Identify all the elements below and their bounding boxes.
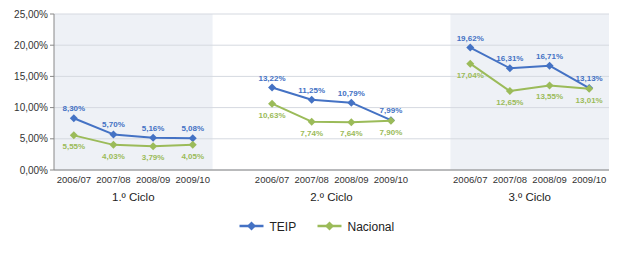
x-tick-label: 2009/10 [176, 174, 210, 185]
point-marker [70, 131, 78, 139]
y-tick [50, 76, 54, 77]
y-axis: 0,00% 5,00% 10,00% 15,00% 20,00% 25,00% [14, 9, 609, 176]
point-marker [149, 142, 157, 150]
point-marker [109, 141, 117, 149]
group-label: 2.º Ciclo [310, 191, 353, 203]
data-label: 16,71% [536, 52, 563, 61]
x-tick-label: 2006/07 [453, 174, 487, 185]
data-label: 13,55% [536, 92, 563, 101]
x-tick-label: 2007/08 [96, 174, 130, 185]
data-label: 19,62% [457, 34, 484, 43]
point-marker [387, 116, 395, 124]
point-marker [347, 99, 355, 107]
point-marker [466, 60, 474, 68]
y-tick [50, 170, 54, 171]
data-label: 7,74% [300, 129, 323, 138]
group-backgrounds [54, 14, 609, 170]
data-label: 4,03% [102, 152, 125, 161]
point-marker [347, 118, 355, 126]
x-tick-label: 2006/07 [57, 174, 91, 185]
x-axis-line [54, 170, 609, 171]
x-tick-label: 2007/08 [295, 174, 329, 185]
legend-marker [247, 222, 256, 231]
point-marker [506, 87, 514, 95]
y-tick [50, 45, 54, 46]
legend-marker [325, 222, 334, 231]
grid-line [54, 45, 609, 46]
data-label: 7,90% [380, 128, 403, 137]
point-marker [109, 130, 117, 138]
point-marker [506, 64, 514, 72]
data-label: 5,08% [181, 124, 204, 133]
y-tick-label: 5,00% [20, 133, 48, 144]
chart: 0,00% 5,00% 10,00% 15,00% 20,00% 25,00% 2006/0… [0, 0, 619, 267]
point-marker [546, 81, 554, 89]
y-axis-line [54, 14, 55, 170]
x-tick-label: 2008/09 [334, 174, 368, 185]
series-line [74, 64, 589, 147]
point-marker [149, 134, 157, 142]
data-label: 3,79% [142, 153, 165, 162]
group-label: 1.º Ciclo [112, 191, 155, 203]
data-label: 4,05% [181, 152, 204, 161]
legend-label: TEIP [270, 220, 297, 234]
plot-area [70, 44, 593, 151]
group-background [450, 14, 609, 170]
y-tick-label: 0,00% [20, 165, 48, 176]
data-label: 17,04% [457, 71, 484, 80]
y-tick-label: 10,00% [14, 102, 48, 113]
x-tick-label: 2006/07 [255, 174, 289, 185]
data-label: 13,22% [258, 74, 285, 83]
legend-label: Nacional [348, 220, 395, 234]
series-line [74, 48, 589, 139]
data-label: 8,30% [62, 104, 85, 113]
point-marker [546, 62, 554, 70]
data-label: 5,55% [62, 142, 85, 151]
grid-line [54, 14, 609, 15]
x-tick-label: 2007/08 [493, 174, 527, 185]
point-marker [268, 100, 276, 108]
data-label: 13,13% [576, 74, 603, 83]
x-tick-label: 2009/10 [374, 174, 408, 185]
data-label: 16,31% [496, 54, 523, 63]
data-label: 10,79% [338, 89, 365, 98]
y-tick-label: 25,00% [14, 9, 48, 20]
point-marker [70, 114, 78, 122]
data-label: 5,70% [102, 120, 125, 129]
x-tick-label: 2008/09 [532, 174, 566, 185]
point-marker [585, 84, 593, 92]
data-label: 7,64% [340, 129, 363, 138]
y-tick-label: 20,00% [14, 40, 48, 51]
x-tick-label: 2009/10 [572, 174, 606, 185]
point-marker [585, 85, 593, 93]
point-marker [189, 141, 197, 149]
data-label: 11,25% [298, 86, 325, 95]
grid-line [54, 107, 609, 108]
grid-line [54, 76, 609, 77]
x-tick-label: 2008/09 [136, 174, 170, 185]
point-marker [466, 44, 474, 52]
grid-line [54, 170, 609, 171]
data-label: 7,99% [380, 106, 403, 115]
y-tick-label: 15,00% [14, 71, 48, 82]
y-tick [50, 107, 54, 108]
y-tick [50, 14, 54, 15]
point-marker [387, 117, 395, 125]
group-label: 3.º Ciclo [508, 191, 551, 203]
data-label: 5,16% [142, 124, 165, 133]
y-tick [50, 138, 54, 139]
data-label: 13,01% [576, 96, 603, 105]
x-axis: 2006/07 2007/08 2008/09 2009/10 2006/07 2007/… [57, 174, 607, 185]
data-labels: 8,30% 5,70% 5,16% 5,08% 13,22% 11,25% 10,79% 7,… [62, 34, 602, 163]
grid-line [54, 138, 609, 139]
point-marker [268, 84, 276, 92]
point-marker [308, 96, 316, 104]
point-marker [308, 118, 316, 126]
data-label: 12,65% [496, 98, 523, 107]
data-label: 10,63% [258, 111, 285, 120]
legend: TEIP Nacional [240, 220, 395, 234]
